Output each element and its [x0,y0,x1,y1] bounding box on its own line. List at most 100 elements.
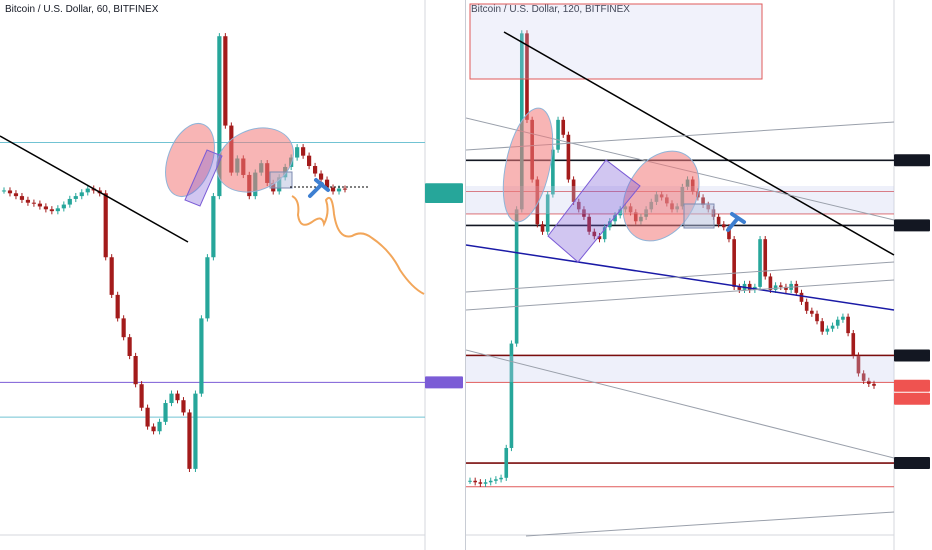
price-tag [894,379,930,392]
candle-body [602,227,607,240]
candle-body [727,227,731,240]
grey-channel-line [466,279,895,311]
left-chart-svg[interactable]: Bitcoin / U.S. Dollar, 60, BITFINEX [0,0,465,550]
candle-body [582,209,586,217]
candle-body [732,239,736,287]
candle-body [318,173,324,180]
candle-body [721,224,726,228]
candle-body [103,193,108,258]
right-chart-svg[interactable]: Bitcoin / U.S. Dollar, 120, BITFINEX [466,0,932,550]
candle-body [488,480,493,483]
hammer-icon [726,212,746,232]
candle-body [13,193,19,197]
candle-body [556,119,560,150]
candle-body [587,216,591,232]
candle-body [157,421,162,432]
candle-body [312,166,318,174]
candle-body [815,313,819,322]
pane-divider[interactable] [465,0,466,550]
candle-body [613,215,617,222]
candle-body [79,192,84,197]
trendline [0,135,189,243]
candle-body [211,196,216,258]
candle-body [768,276,773,290]
candle-body [121,318,126,338]
left-chart-pane[interactable]: Bitcoin / U.S. Dollar, 60, BITFINEX [0,0,465,550]
candle-body [545,194,550,232]
highlight-ellipse [165,123,215,197]
candle-body [576,201,581,210]
price-tag [425,191,463,204]
candle-body [483,482,488,484]
candle-body [478,482,483,484]
candle-body [872,383,876,386]
candle-body [307,155,312,167]
candle-body [571,179,576,202]
price-tag [894,457,930,470]
support-zone [466,356,894,382]
candle-body [217,36,222,197]
candle-body [37,203,42,207]
candle-body [175,393,180,401]
candle-body [784,286,788,290]
grey-channel-line [466,261,895,293]
candle-body [181,400,186,413]
candle-body [473,480,477,483]
price-tag [894,154,930,167]
flag-channel [184,149,223,207]
candle-body [551,149,555,195]
candle-body [825,328,830,332]
grey-channel-line [466,349,895,459]
candle-body [778,285,783,287]
right-chart-pane[interactable]: Bitcoin / U.S. Dollar, 120, BITFINEX [466,0,932,550]
candle-body [295,147,300,158]
consolidation-box [269,171,293,189]
candle-body [342,188,348,190]
flag-channel [547,159,641,263]
candle-body [31,202,37,204]
candle-body [846,316,850,334]
candle-body [851,333,856,356]
candle-body [67,198,72,205]
candle-body [468,480,472,482]
left-chart-title: Bitcoin / U.S. Dollar, 60, BITFINEX [5,4,159,15]
candle-body [773,285,778,290]
candle-body [61,204,66,209]
candle-body [608,221,612,228]
candle-body [336,188,342,192]
candle-body [561,119,566,135]
candle-body [494,479,498,481]
candle-body [73,196,78,199]
candle-body [109,257,114,295]
candle-body [763,239,768,277]
right-chart-title: Bitcoin / U.S. Dollar, 120, BITFINEX [471,4,630,15]
consolidation-box [683,203,715,229]
candle-body [810,310,814,314]
candle-body [127,337,132,356]
candle-body [139,384,144,408]
candle-body [169,393,174,404]
candle-body [804,301,809,311]
candle-body [43,206,48,210]
candle-body [618,209,623,216]
candle-body [25,199,31,203]
supply-zone [469,3,763,80]
candle-body [592,231,597,237]
price-tag [425,376,463,389]
candle-body [509,343,514,448]
price-axis [425,0,465,550]
candle-body [716,216,721,225]
candle-body [55,208,60,212]
projected-path [291,195,425,295]
candle-body [19,196,25,200]
candle-body [301,147,306,156]
candle-body [133,356,138,385]
price-tag [894,219,930,232]
highlight-ellipse [502,107,554,223]
candle-body [499,477,503,480]
candle-body [199,318,204,394]
candle-body [504,447,509,478]
price-tag [894,349,930,362]
candle-body [747,283,752,290]
candle-body [820,321,825,332]
